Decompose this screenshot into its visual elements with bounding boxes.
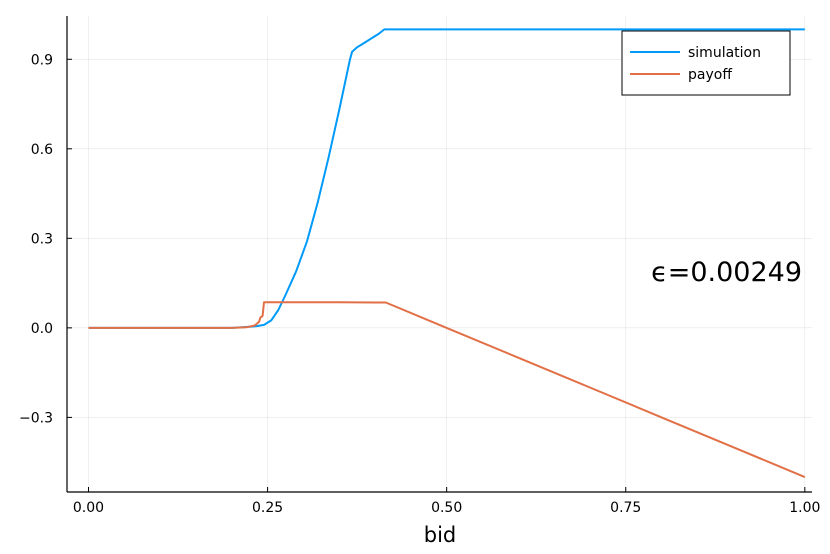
legend-label-simulation: simulation (688, 45, 761, 61)
series-line-simulation (88, 28, 805, 329)
x-tick-label: 0.50 (431, 500, 462, 516)
series-lines (88, 28, 806, 479)
axes (66, 16, 812, 493)
series-line-payoff (88, 301, 806, 479)
y-tick-label: 0.0 (31, 321, 53, 337)
y-tick-label: 0.3 (31, 231, 53, 247)
legend: simulation payoff (621, 30, 791, 96)
y-tick-label: 0.6 (31, 142, 53, 158)
x-axis-label: bid (424, 523, 457, 547)
y-tick-label: −0.3 (19, 410, 53, 426)
x-tick-label: 1.00 (789, 500, 820, 516)
x-tick-label: 0.75 (610, 500, 641, 516)
epsilon-annotation: ϵ=0.00249 (651, 257, 802, 288)
x-tick-label: 0.25 (252, 500, 283, 516)
legend-label-payoff: payoff (688, 67, 732, 83)
y-tick-label: 0.9 (31, 52, 53, 68)
legend-box (621, 30, 791, 96)
y-tick-labels: −0.3 0.0 0.3 0.6 0.9 (19, 52, 53, 426)
x-tick-label: 0.00 (73, 500, 104, 516)
x-tick-labels: 0.00 0.25 0.50 0.75 1.00 (73, 500, 821, 516)
